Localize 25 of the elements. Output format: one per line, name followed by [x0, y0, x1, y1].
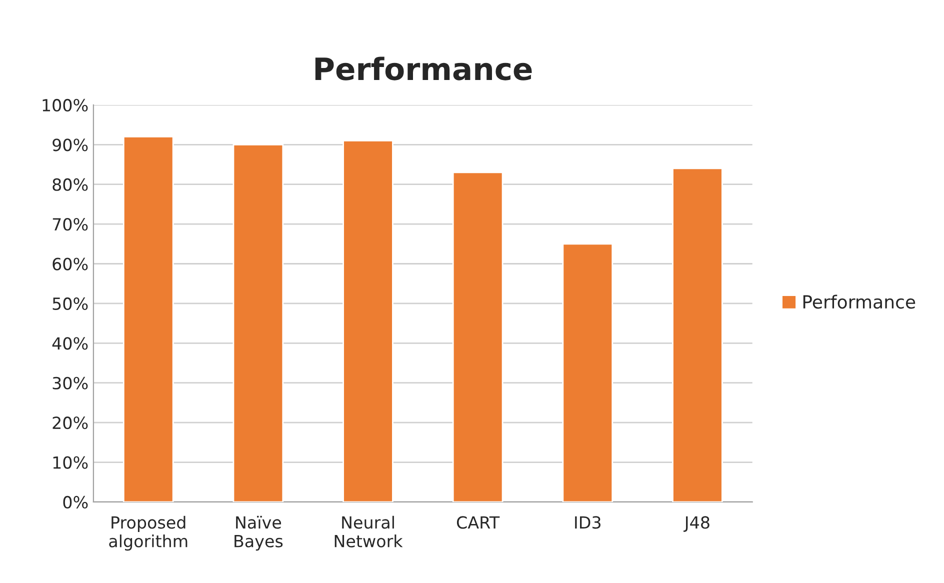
legend-label: Performance: [803, 294, 916, 309]
y-tick-label: 100%: [42, 98, 88, 112]
bar: [452, 172, 504, 502]
x-tick-label: Proposed algorithm: [109, 516, 188, 551]
chart-title: Performance: [315, 56, 532, 80]
x-tick-label: Naïve Bayes: [234, 516, 283, 551]
bar: [232, 144, 284, 502]
x-tick-label: Neural Network: [334, 516, 403, 548]
bar: [342, 140, 394, 502]
y-tick-label: 20%: [52, 416, 88, 430]
x-tick-label: CART: [456, 516, 500, 529]
x-tick-label: ID3: [575, 516, 600, 529]
y-tick-label: 90%: [52, 138, 88, 152]
y-tick-label: 40%: [52, 337, 88, 350]
y-tick-label: 10%: [53, 456, 88, 469]
bar: [122, 136, 174, 502]
y-tick-label: 30%: [52, 376, 88, 390]
bar: [562, 243, 614, 502]
y-tick-label: 70%: [52, 218, 88, 231]
bar: [672, 168, 723, 502]
y-tick-label: 50%: [52, 297, 88, 310]
y-tick-label: 0%: [63, 496, 88, 509]
y-tick-label: 80%: [52, 178, 88, 191]
x-tick-label: J48: [684, 516, 710, 532]
y-tick-label: 60%: [52, 258, 88, 270]
